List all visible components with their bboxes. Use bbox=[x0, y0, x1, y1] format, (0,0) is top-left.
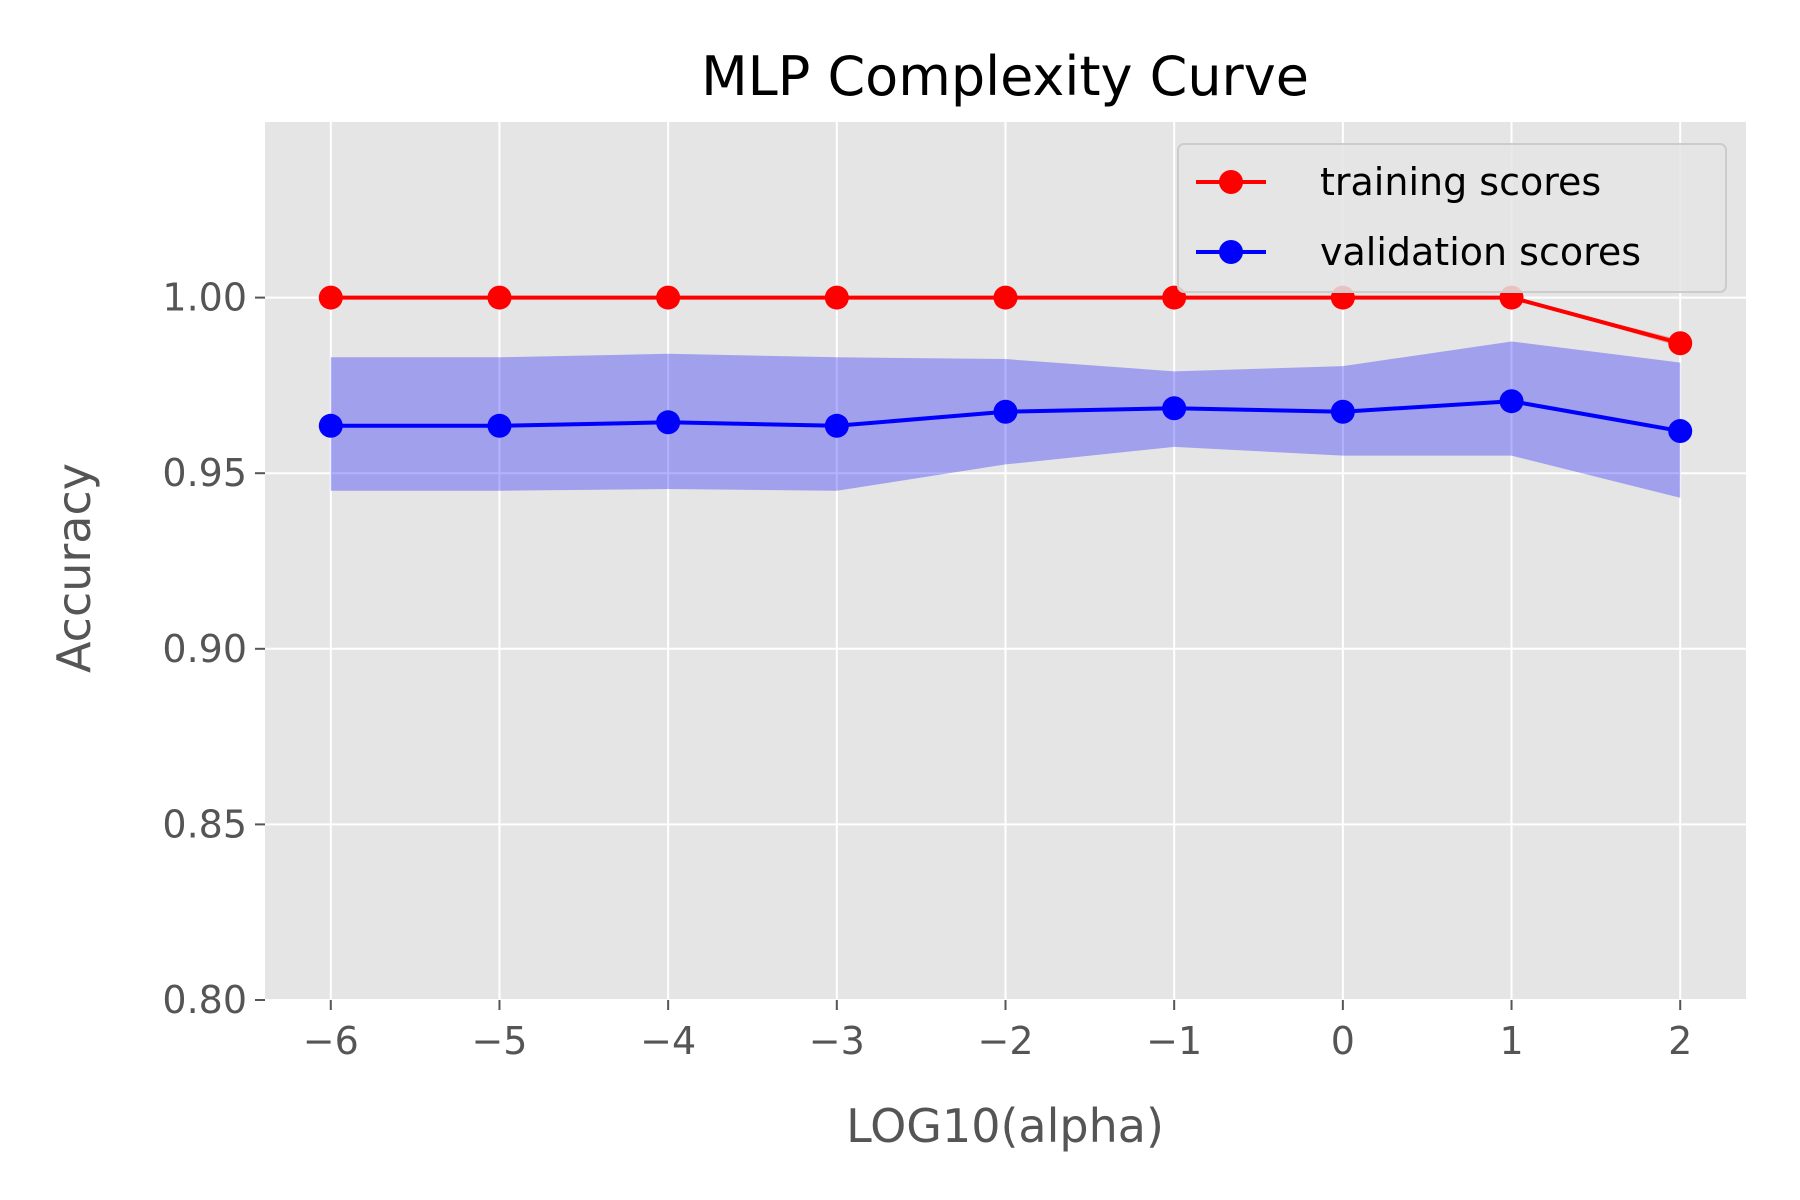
legend: training scores validation scores bbox=[1177, 143, 1727, 293]
legend-marker bbox=[1219, 170, 1243, 194]
y-tick-label: 0.85 bbox=[162, 802, 247, 846]
legend-box bbox=[1177, 143, 1727, 293]
x-tick-label: −5 bbox=[471, 1019, 527, 1063]
data-point bbox=[1330, 399, 1355, 424]
y-tick-label: 0.95 bbox=[162, 451, 247, 495]
data-point bbox=[1499, 389, 1524, 414]
data-point bbox=[487, 285, 512, 310]
x-tick-label: −4 bbox=[640, 1019, 696, 1063]
x-axis-label: LOG10(alpha) bbox=[846, 1099, 1164, 1153]
y-tick-label: 1.00 bbox=[162, 276, 247, 320]
data-point bbox=[656, 410, 681, 435]
data-point bbox=[656, 285, 681, 310]
legend-label: validation scores bbox=[1320, 230, 1641, 274]
x-tick-label: −1 bbox=[1146, 1019, 1202, 1063]
x-tick-label: −3 bbox=[809, 1019, 865, 1063]
data-point bbox=[487, 413, 512, 438]
data-point bbox=[993, 399, 1018, 424]
y-tick-label: 0.80 bbox=[162, 978, 247, 1022]
data-point bbox=[824, 285, 849, 310]
data-point bbox=[993, 285, 1018, 310]
x-tick-label: 0 bbox=[1331, 1019, 1355, 1063]
legend-marker bbox=[1219, 240, 1243, 264]
data-point bbox=[824, 413, 849, 438]
data-point bbox=[1162, 396, 1187, 421]
data-point bbox=[318, 413, 343, 438]
data-point bbox=[1668, 419, 1693, 444]
chart-title: MLP Complexity Curve bbox=[701, 45, 1309, 108]
x-tick-label: −6 bbox=[303, 1019, 359, 1063]
plot-layer: −6 −5 −4 −3 −2 −1 0 1 2 0.80 0.85 0.90 0.95 1.00 train… bbox=[162, 122, 1746, 1063]
y-axis-label: Accuracy bbox=[47, 463, 101, 673]
y-tick-label: 0.90 bbox=[162, 627, 247, 671]
x-tick-label: −2 bbox=[977, 1019, 1033, 1063]
data-point bbox=[1668, 331, 1693, 356]
data-point bbox=[318, 285, 343, 310]
x-tick-label: 1 bbox=[1499, 1019, 1523, 1063]
legend-label: training scores bbox=[1320, 160, 1601, 204]
x-tick-label: 2 bbox=[1668, 1019, 1692, 1063]
